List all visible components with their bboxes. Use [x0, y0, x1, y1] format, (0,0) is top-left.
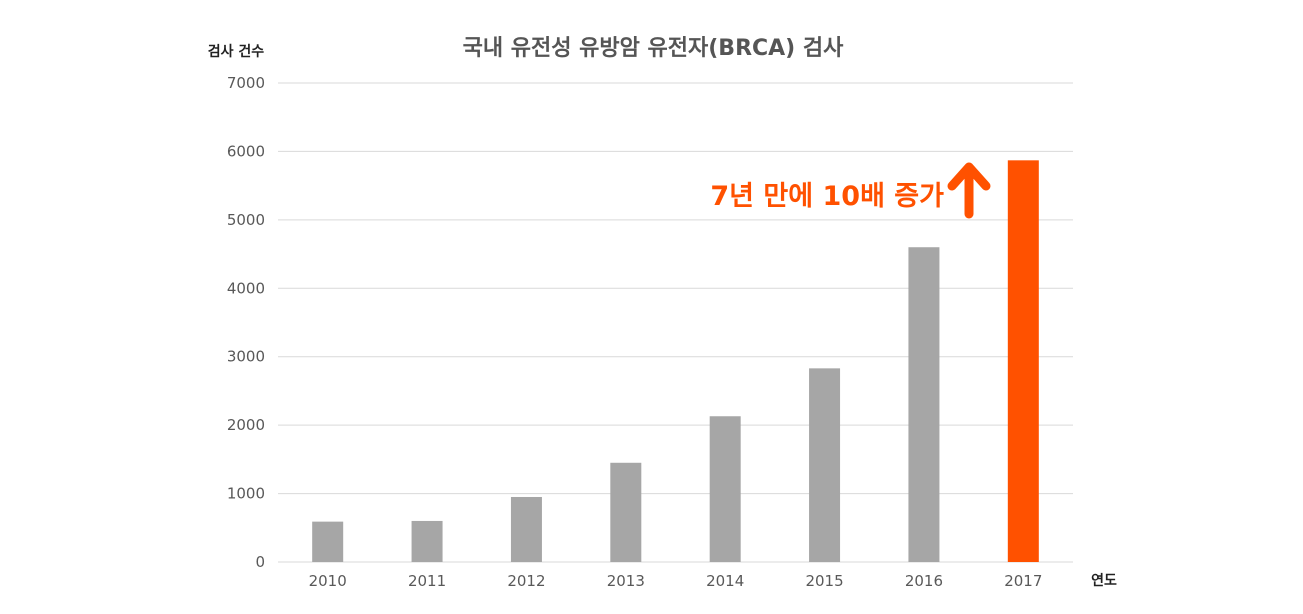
bar-2012: [510, 496, 542, 562]
y-tick-label: 5000: [227, 211, 265, 229]
y-tick-label: 3000: [227, 348, 265, 366]
y-tick-labels: 0 1000 2000 3000 4000 5000 6000 7000: [227, 74, 265, 571]
x-tick-label: 2011: [408, 572, 446, 590]
y-tick-label: 4000: [227, 279, 265, 297]
y-tick-label: 7000: [227, 74, 265, 92]
bar-2016: [908, 247, 940, 562]
gridlines: [278, 82, 1073, 563]
bar-2013: [610, 462, 642, 562]
y-tick-label: 1000: [227, 485, 265, 503]
bar-2014: [709, 416, 741, 562]
bar-2010: [312, 521, 344, 562]
y-tick-label: 2000: [227, 416, 265, 434]
x-tick-labels: 2010 2011 2012 2013 2014 2015 2016 2017: [309, 572, 1043, 590]
chart-title: 국내 유전성 유방암 유전자(BRCA) 검사: [463, 36, 845, 61]
bar-2015: [809, 368, 841, 562]
bars: [312, 160, 1039, 562]
bar-2017: [1007, 160, 1039, 562]
x-tick-label: 2010: [309, 572, 347, 590]
y-tick-label: 6000: [227, 142, 265, 160]
x-tick-label: 2017: [1004, 572, 1042, 590]
y-axis-label: 검사 건수: [208, 43, 265, 60]
growth-annotation: 7년 만에 10배 증가: [710, 181, 944, 212]
x-tick-label: 2012: [507, 572, 545, 590]
x-tick-label: 2016: [905, 572, 943, 590]
bar-2011: [411, 520, 443, 562]
x-tick-label: 2013: [607, 572, 645, 590]
x-tick-label: 2014: [706, 572, 744, 590]
y-tick-label: 0: [255, 553, 265, 571]
arrow-up-icon: [947, 162, 991, 219]
x-tick-label: 2015: [805, 572, 843, 590]
x-axis-label: 연도: [1091, 573, 1117, 589]
